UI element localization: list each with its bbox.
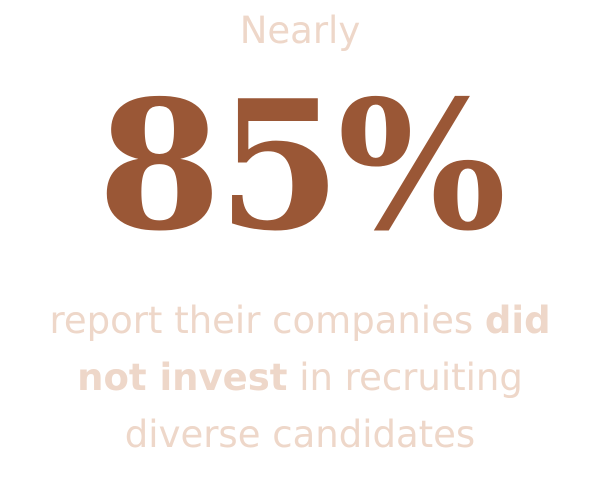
caption-text: report their companies — [49, 299, 474, 342]
caption-line-3: diverse candidates — [0, 406, 600, 463]
caption-line-2: not invest in recruiting — [0, 349, 600, 406]
lead-text: Nearly — [239, 9, 361, 52]
caption-text: in recruiting — [299, 356, 523, 399]
caption-text: diverse candidates — [124, 413, 476, 456]
caption-emphasis: not invest — [77, 356, 288, 399]
stat-percentage: 85% — [97, 61, 507, 270]
caption-emphasis: did — [484, 299, 551, 342]
stat-caption: report their companies did not invest in… — [0, 292, 600, 463]
caption-line-1: report their companies did — [0, 292, 600, 349]
